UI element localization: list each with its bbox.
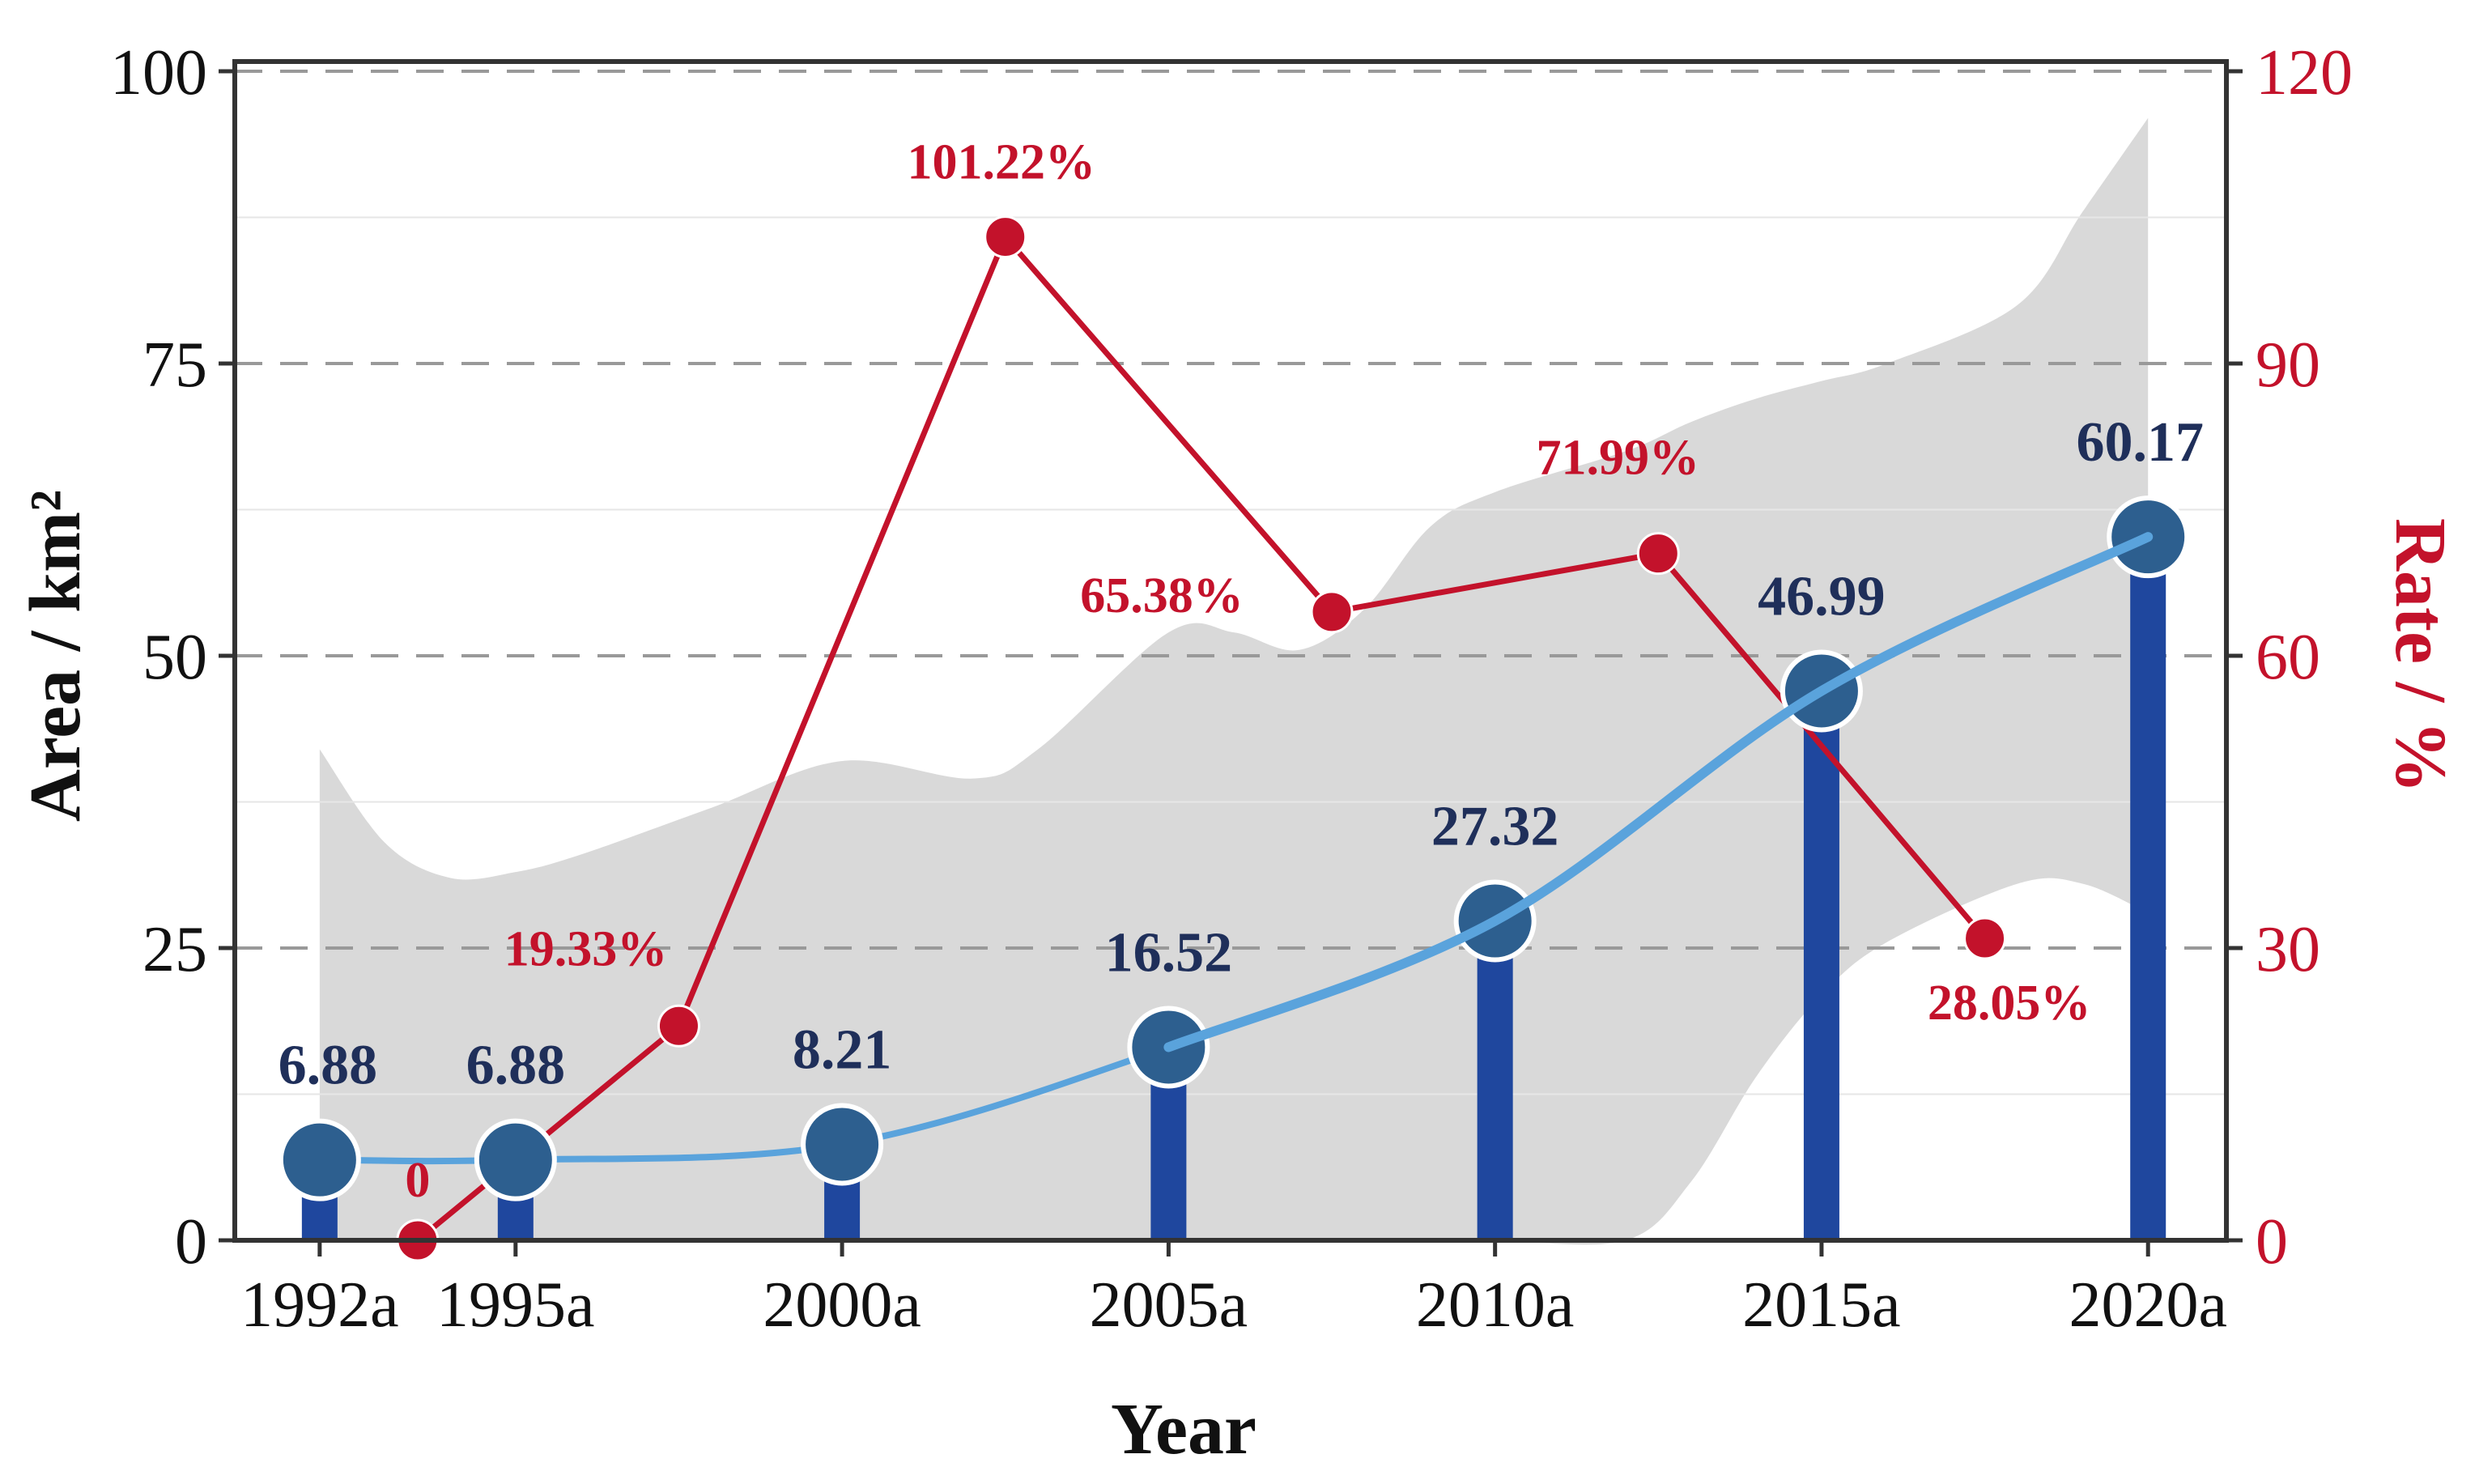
right-axis-ticks: 0 30 60 90 120 xyxy=(2226,37,2353,1278)
rate-point xyxy=(1963,916,2007,960)
rate-data-label: 65.38% xyxy=(1080,568,1244,623)
area-bar xyxy=(1803,691,1839,1240)
right-tick-label: 60 xyxy=(2256,622,2320,693)
rate-point xyxy=(984,215,1027,259)
x-tick-label: 2020a xyxy=(2069,1269,2227,1341)
right-tick-label: 0 xyxy=(2256,1206,2288,1278)
area-data-label: 8.21 xyxy=(793,1018,892,1081)
area-data-label: 6.88 xyxy=(466,1035,566,1097)
x-tick-label: 1992a xyxy=(240,1269,399,1341)
rate-point xyxy=(657,1004,700,1048)
left-tick-label: 25 xyxy=(142,914,207,985)
x-tick-label: 2015a xyxy=(1742,1269,1901,1341)
rate-data-label: 71.99% xyxy=(1537,431,1700,486)
rate-point xyxy=(1636,532,1680,576)
left-tick-label: 50 xyxy=(142,622,207,693)
confidence-band xyxy=(319,117,2149,1245)
x-tick-label: 2005a xyxy=(1090,1269,1248,1341)
x-tick-label: 2010a xyxy=(1416,1269,1575,1341)
rate-data-label: 101.22% xyxy=(907,135,1095,190)
left-tick-label: 0 xyxy=(175,1206,207,1278)
area-data-label: 16.52 xyxy=(1105,921,1233,984)
x-axis-title: Year xyxy=(1111,1389,1257,1469)
area-point xyxy=(801,1103,884,1186)
area-trend-line-thick xyxy=(1163,532,2154,1052)
rate-point xyxy=(1310,590,1354,634)
area-data-labels: 6.88 6.88 8.21 16.52 27.32 46.99 60.17 xyxy=(279,411,2204,1097)
area-point xyxy=(278,1118,361,1201)
area-bar xyxy=(2130,537,2166,1240)
x-tick-label: 2000a xyxy=(763,1269,921,1341)
axes-frame xyxy=(232,59,2229,1243)
area-data-label: 6.88 xyxy=(279,1035,378,1097)
area-bar xyxy=(1477,921,1513,1240)
rate-points xyxy=(396,215,2007,1262)
left-tick-label: 75 xyxy=(142,330,207,401)
right-tick-label: 30 xyxy=(2256,914,2320,985)
rate-data-labels: 0 19.33% 101.22% 65.38% 71.99% 28.05% xyxy=(405,135,2090,1208)
right-axis-title: Rate / % xyxy=(2380,518,2460,793)
left-tick-label: 100 xyxy=(110,37,207,108)
left-axis-title: Area / km² xyxy=(15,490,96,822)
rate-data-label: 0 xyxy=(405,1153,430,1208)
right-tick-label: 90 xyxy=(2256,330,2320,401)
rate-data-label: 19.33% xyxy=(504,921,668,976)
x-tick-label: 1995a xyxy=(436,1269,595,1341)
right-tick-label: 120 xyxy=(2256,37,2353,108)
area-data-label: 60.17 xyxy=(2076,411,2204,474)
area-point xyxy=(474,1118,557,1201)
rate-line xyxy=(415,234,1988,1243)
area-data-label: 46.99 xyxy=(1758,565,1886,627)
area-data-label: 27.32 xyxy=(1431,795,1559,857)
x-axis-ticks: 1992a 1995a 2000a 2005a 2010a 2015a 2020a xyxy=(240,1240,2227,1341)
left-axis-ticks: 0 25 50 75 100 xyxy=(110,37,235,1278)
rate-data-label: 28.05% xyxy=(1928,976,2091,1031)
